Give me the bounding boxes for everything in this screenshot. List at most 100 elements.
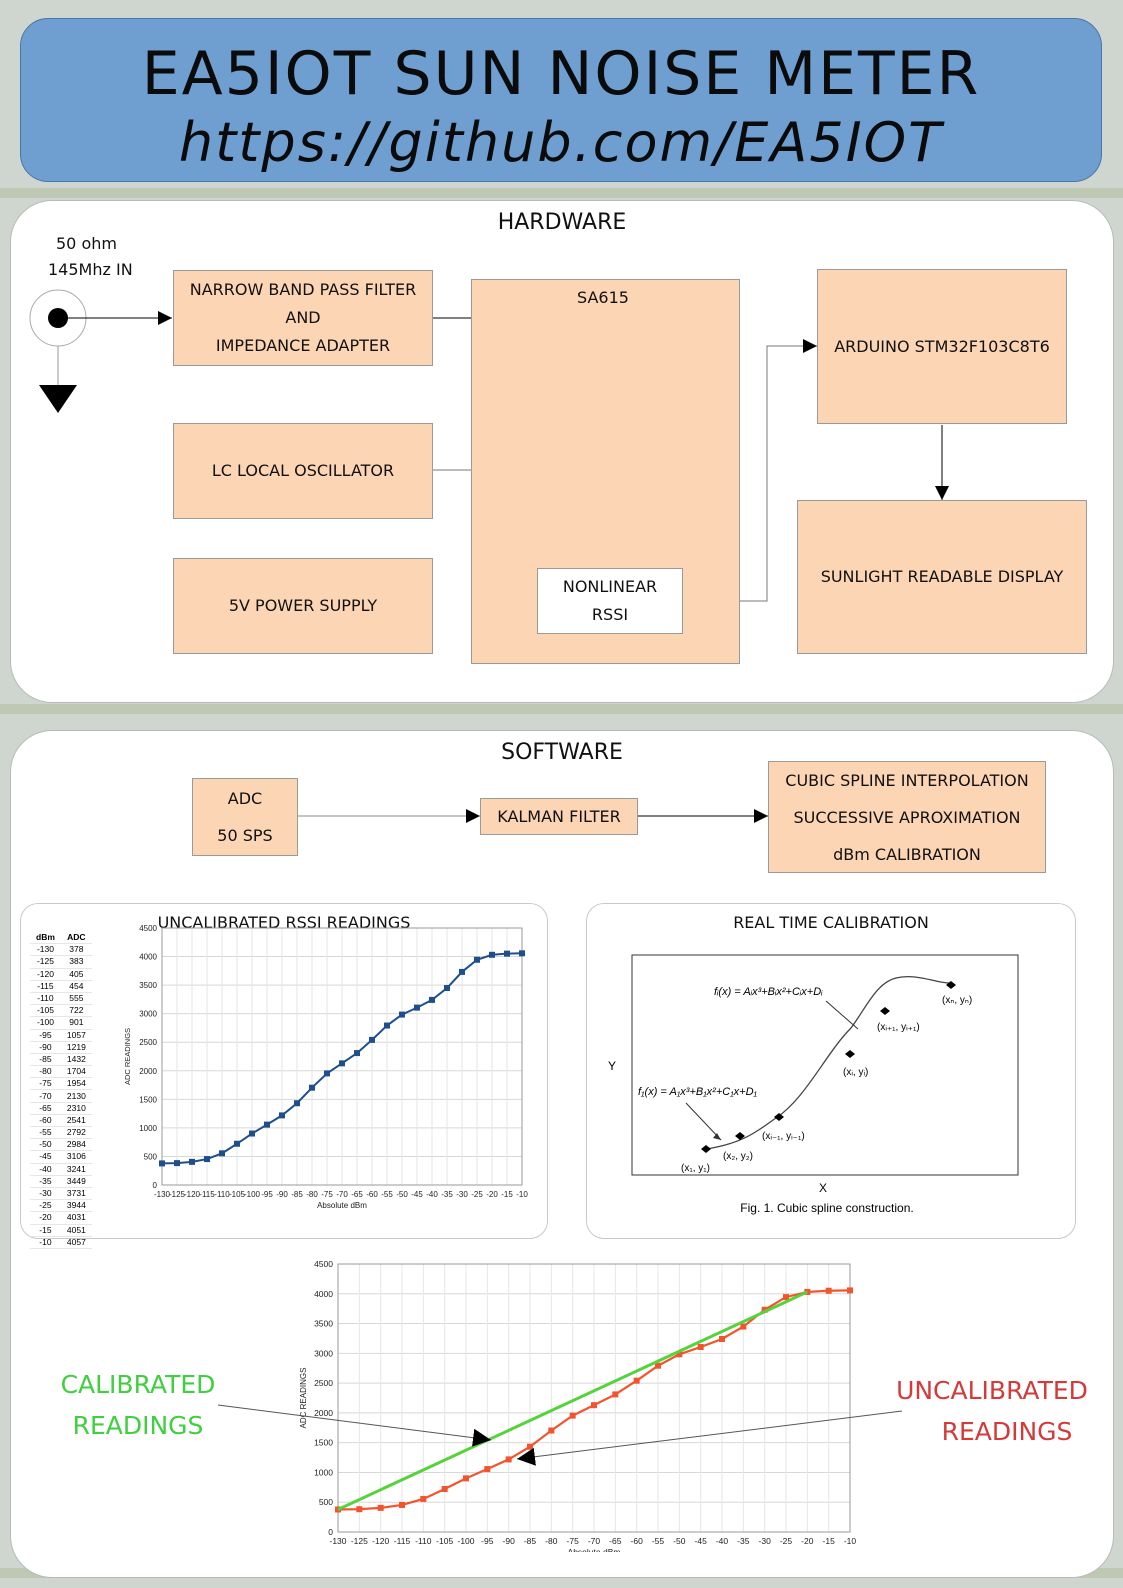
spline-point-2: (x₂, y₂): [723, 1151, 753, 1162]
processing-block: CUBIC SPLINE INTERPOLATION SUCCESSIVE AP…: [768, 761, 1046, 873]
y-tick-label: 1500: [139, 1095, 157, 1104]
data-point: [369, 1036, 375, 1043]
table-cell-dbm: -70: [30, 1089, 61, 1103]
y-tick-label: 0: [328, 1527, 333, 1537]
x-tick-label: -130: [154, 1190, 171, 1199]
table-cell-adc: 3106: [60, 1150, 92, 1164]
table-row: -95 1057: [30, 1029, 92, 1042]
table-cell-adc: 4051: [60, 1224, 92, 1237]
table-row: -90 1219: [30, 1041, 92, 1054]
plot-area: [161, 927, 523, 1186]
y-tick-label: 4500: [314, 1259, 333, 1269]
table-cell-dbm: -95: [30, 1029, 61, 1042]
calibrated-callout: CALIBRATED READINGS: [45, 1364, 231, 1446]
data-point: [444, 985, 450, 992]
table-cell-dbm: -100: [30, 1016, 61, 1030]
data-point: [324, 1070, 330, 1077]
data-point: [294, 1100, 300, 1107]
adc-rate-label: 50 SPS: [217, 826, 273, 845]
table-row: -85 1432: [30, 1053, 92, 1067]
table-cell-adc: 405: [60, 968, 92, 981]
data-point: [309, 1084, 315, 1091]
table-cell-dbm: -60: [30, 1114, 61, 1128]
table-cell-dbm: -125: [30, 955, 61, 969]
y-tick-label: 2000: [314, 1408, 333, 1418]
spline-point-1: (x₁, y₁): [681, 1163, 710, 1174]
table-header-row: dBm ADC: [30, 932, 92, 945]
adc-label: ADC: [227, 789, 263, 808]
table-row: -130 378: [30, 943, 92, 957]
table-row: -15 4051: [30, 1224, 92, 1237]
data-point: [463, 1475, 469, 1482]
display-block: SUNLIGHT READABLE DISPLAY: [797, 500, 1087, 654]
github-link[interactable]: https://github.com/EA5IOT: [178, 111, 944, 174]
y-tick-label: 3500: [314, 1319, 333, 1329]
data-point: [548, 1427, 555, 1434]
uncalibrated-title: UNCALIBRATED RSSI READINGS: [157, 913, 411, 932]
x-tick-label: -20: [486, 1190, 498, 1199]
x-tick-label: -115: [394, 1536, 411, 1546]
table-row: -100 901: [30, 1016, 92, 1030]
data-point: [484, 1466, 491, 1473]
table-cell-dbm: -115: [30, 980, 61, 993]
data-point: [189, 1158, 195, 1165]
table-cell-dbm: -105: [30, 1004, 61, 1018]
x-tick-label: -20: [801, 1536, 814, 1546]
y-tick-label: 0: [153, 1181, 158, 1190]
table-cell-adc: 3731: [60, 1187, 92, 1201]
bandpass-filter-block: NARROW BAND PASS FILTER AND IMPEDANCE AD…: [173, 270, 433, 366]
x-tick-label: -130: [329, 1536, 346, 1546]
x-tick-label: -120: [372, 1536, 389, 1546]
data-point: [420, 1495, 427, 1502]
x-tick-label: -100: [244, 1190, 261, 1199]
table-cell-adc: 2984: [60, 1138, 92, 1152]
table-cell-dbm: -40: [30, 1163, 61, 1176]
table-row: -35 3449: [30, 1175, 92, 1188]
rssi-line-1: NONLINEAR: [562, 577, 658, 596]
table-row: -105 722: [30, 1004, 92, 1018]
x-tick-label: -105: [229, 1190, 246, 1199]
data-point: [279, 1112, 285, 1119]
table-row: -70 2130: [30, 1089, 92, 1103]
x-tick-label: -10: [516, 1190, 528, 1199]
table-cell-dbm: -85: [30, 1053, 61, 1067]
data-point: [719, 1335, 725, 1342]
table-cell-adc: 4031: [60, 1211, 92, 1225]
data-point: [356, 1506, 363, 1513]
data-point: [159, 1160, 165, 1167]
x-tick-label: -75: [321, 1190, 333, 1199]
x-tick-label: -15: [823, 1536, 836, 1546]
table-cell-dbm: -55: [30, 1126, 61, 1140]
table-cell-adc: 3449: [60, 1175, 92, 1188]
table-cell-dbm: -15: [30, 1224, 61, 1237]
table-row: -65 2310: [30, 1102, 92, 1115]
processing-line-2: SUCCESSIVE APROXIMATION: [793, 807, 1021, 827]
table-cell-dbm: -90: [30, 1041, 61, 1054]
input-frequency-label: 145Mhz IN: [48, 260, 133, 279]
x-tick-label: -120: [184, 1190, 201, 1199]
bandpass-line-2: AND: [285, 308, 321, 327]
data-point: [505, 1456, 512, 1463]
y-tick-label: 1500: [314, 1438, 333, 1448]
data-point: [489, 951, 495, 958]
table-cell-adc: 454: [60, 980, 92, 993]
x-tick-label: -50: [673, 1536, 686, 1546]
readings-table: dBm ADC -130 378 -125 383 -120 405 -115 454 -110…: [30, 932, 92, 1249]
table-cell-adc: 2541: [60, 1114, 92, 1128]
table-row: -125 383: [30, 955, 92, 969]
uncalibrated-chart: 0 500 1000 1500 2000 2500 3000 3500 4000 4500 -130…: [123, 925, 528, 1210]
table-cell-dbm: -130: [30, 943, 61, 957]
table-cell-adc: 1704: [60, 1065, 92, 1079]
data-point: [219, 1150, 225, 1157]
data-point: [804, 1288, 811, 1295]
spline-point-i: (xᵢ, yᵢ): [843, 1067, 868, 1078]
processing-line-3: dBm CALIBRATION: [833, 844, 981, 864]
data-point: [591, 1402, 597, 1409]
data-point: [234, 1140, 240, 1147]
y-axis-label: ADC READINGS: [299, 1368, 308, 1429]
x-axis-label: Absolute dBm: [317, 1201, 367, 1210]
uncalibrated-callout-line-1: UNCALIBRATED: [896, 1376, 1088, 1405]
table-cell-adc: 3241: [60, 1163, 92, 1176]
spline-diagram: fᵢ(x) = Aᵢx³+Bᵢx²+Cᵢx+Dᵢ f₁(x) = A₁x³+B₁…: [608, 954, 1019, 1215]
table-cell-dbm: -110: [30, 992, 61, 1006]
